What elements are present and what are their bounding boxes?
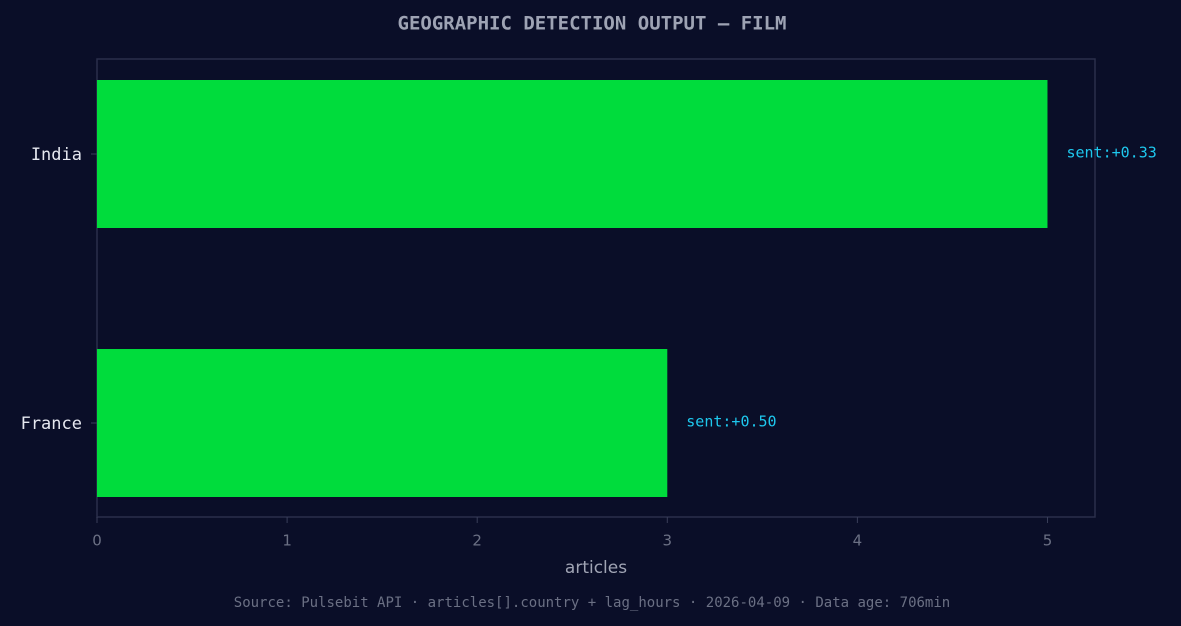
x-tick-label: 5 — [1043, 532, 1053, 550]
x-tick-label: 1 — [282, 532, 292, 550]
x-axis-label: articles — [565, 558, 627, 578]
chart-title: GEOGRAPHIC DETECTION OUTPUT — FILM — [398, 13, 787, 35]
bar-annotation: sent:+0.50 — [686, 413, 776, 431]
x-tick-label: 2 — [472, 532, 482, 550]
x-tick-label: 4 — [853, 532, 863, 550]
bar-annotation: sent:+0.33 — [1066, 144, 1156, 162]
bar — [97, 349, 668, 497]
plot-frame — [96, 58, 1096, 518]
footer: Source: Pulsebit API · articles[].countr… — [234, 595, 950, 611]
x-tick-label: 0 — [92, 532, 102, 550]
y-tick-label: India — [31, 145, 82, 165]
bar — [97, 80, 1048, 228]
x-tick-label: 3 — [663, 532, 673, 550]
y-tick-label: France — [21, 414, 82, 434]
